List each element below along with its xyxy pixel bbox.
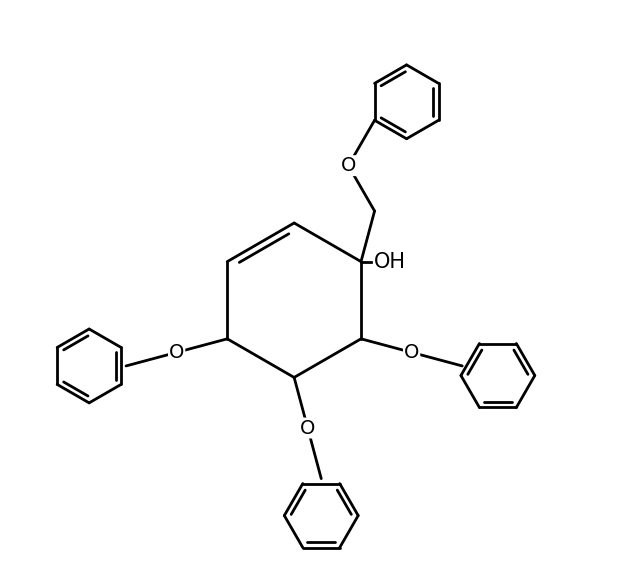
Text: O: O: [169, 343, 184, 362]
Text: OH: OH: [374, 252, 406, 272]
Text: O: O: [341, 156, 356, 175]
Text: O: O: [404, 343, 419, 362]
Text: O: O: [300, 419, 315, 437]
